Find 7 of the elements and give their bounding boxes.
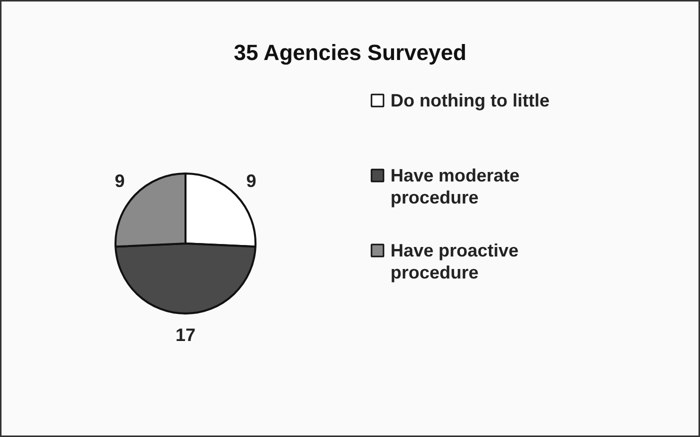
legend-label: Do nothing to little <box>390 90 550 110</box>
data-label: 9 <box>114 171 125 192</box>
chart-title: 35 Agencies Surveyed <box>234 40 466 65</box>
data-label: 9 <box>246 171 256 192</box>
legend-label: Have proactive procedure <box>390 240 519 282</box>
legend-label: Have moderate procedure <box>390 166 520 208</box>
data-label: 17 <box>175 325 196 345</box>
